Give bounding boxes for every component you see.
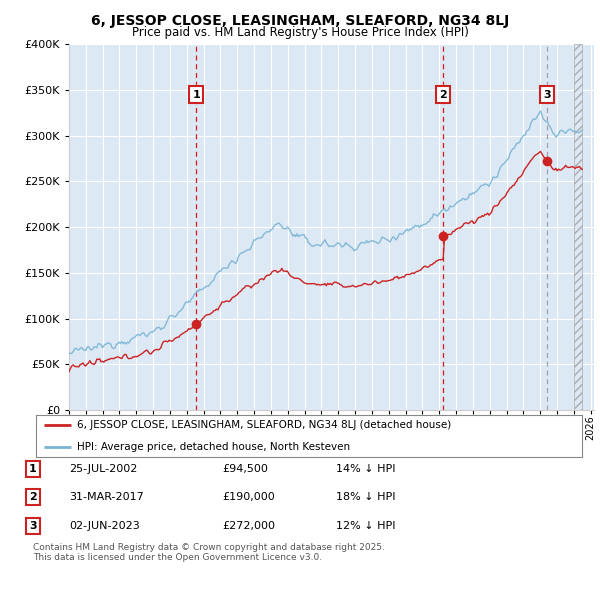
- Text: Contains HM Land Registry data © Crown copyright and database right 2025.: Contains HM Land Registry data © Crown c…: [33, 543, 385, 552]
- Text: 2: 2: [29, 493, 37, 502]
- Text: HPI: Average price, detached house, North Kesteven: HPI: Average price, detached house, Nort…: [77, 442, 350, 451]
- Text: 02-JUN-2023: 02-JUN-2023: [69, 521, 140, 530]
- Text: 31-MAR-2017: 31-MAR-2017: [69, 493, 144, 502]
- Text: 6, JESSOP CLOSE, LEASINGHAM, SLEAFORD, NG34 8LJ (detached house): 6, JESSOP CLOSE, LEASINGHAM, SLEAFORD, N…: [77, 421, 451, 430]
- Text: £272,000: £272,000: [222, 521, 275, 530]
- Text: Price paid vs. HM Land Registry's House Price Index (HPI): Price paid vs. HM Land Registry's House …: [131, 26, 469, 39]
- Text: 1: 1: [193, 90, 200, 100]
- Text: £94,500: £94,500: [222, 464, 268, 474]
- Text: 3: 3: [29, 521, 37, 530]
- Text: This data is licensed under the Open Government Licence v3.0.: This data is licensed under the Open Gov…: [33, 553, 322, 562]
- Text: 12% ↓ HPI: 12% ↓ HPI: [336, 521, 395, 530]
- Text: 1: 1: [29, 464, 37, 474]
- Text: £190,000: £190,000: [222, 493, 275, 502]
- Text: 14% ↓ HPI: 14% ↓ HPI: [336, 464, 395, 474]
- Text: 18% ↓ HPI: 18% ↓ HPI: [336, 493, 395, 502]
- Text: 2: 2: [440, 90, 447, 100]
- Text: 3: 3: [544, 90, 551, 100]
- Text: 25-JUL-2002: 25-JUL-2002: [69, 464, 137, 474]
- Text: 6, JESSOP CLOSE, LEASINGHAM, SLEAFORD, NG34 8LJ: 6, JESSOP CLOSE, LEASINGHAM, SLEAFORD, N…: [91, 14, 509, 28]
